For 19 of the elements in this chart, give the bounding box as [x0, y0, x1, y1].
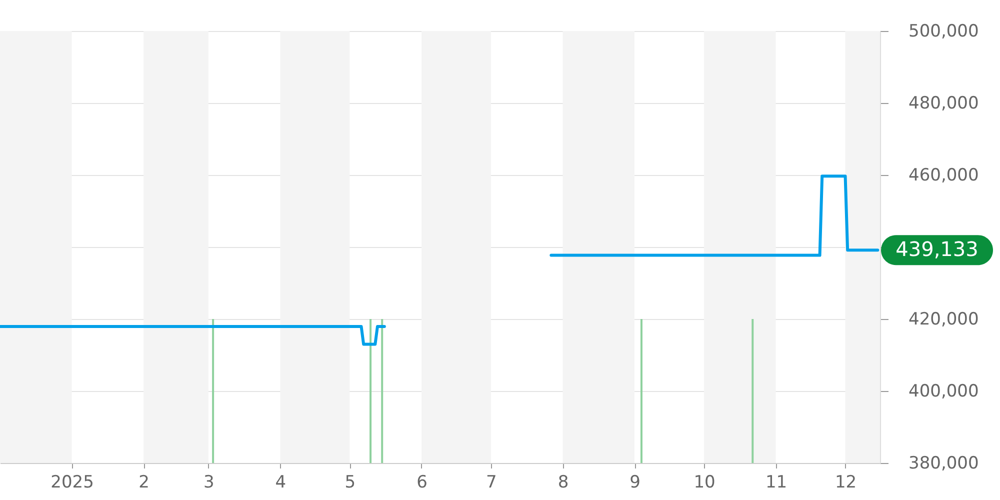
x-tick-label: 6 [416, 472, 428, 492]
x-tick-label: 7 [486, 472, 497, 492]
data-label: 439,133 [896, 237, 978, 262]
y-tick-label: 400,000 [908, 382, 979, 402]
x-tick-label: 2 [138, 472, 150, 492]
y-tick-label: 500,000 [908, 22, 979, 42]
x-tick-label: 3 [204, 472, 214, 492]
y-tick-label: 460,000 [908, 166, 979, 186]
x-tick-label: 10 [694, 472, 716, 492]
x-tick-label: 11 [765, 472, 788, 492]
x-tick-label: 12 [834, 472, 857, 492]
x-tick-label: 9 [630, 472, 640, 492]
y-tick-label: 380,000 [908, 454, 979, 474]
x-tick-label: 8 [558, 472, 569, 492]
y-tick-label: 420,000 [908, 310, 979, 330]
x-tick-label: 2025 [50, 472, 94, 492]
y-tick-label: 480,000 [908, 94, 979, 114]
x-tick-label: 4 [275, 472, 286, 492]
x-tick-label: 5 [344, 472, 356, 492]
